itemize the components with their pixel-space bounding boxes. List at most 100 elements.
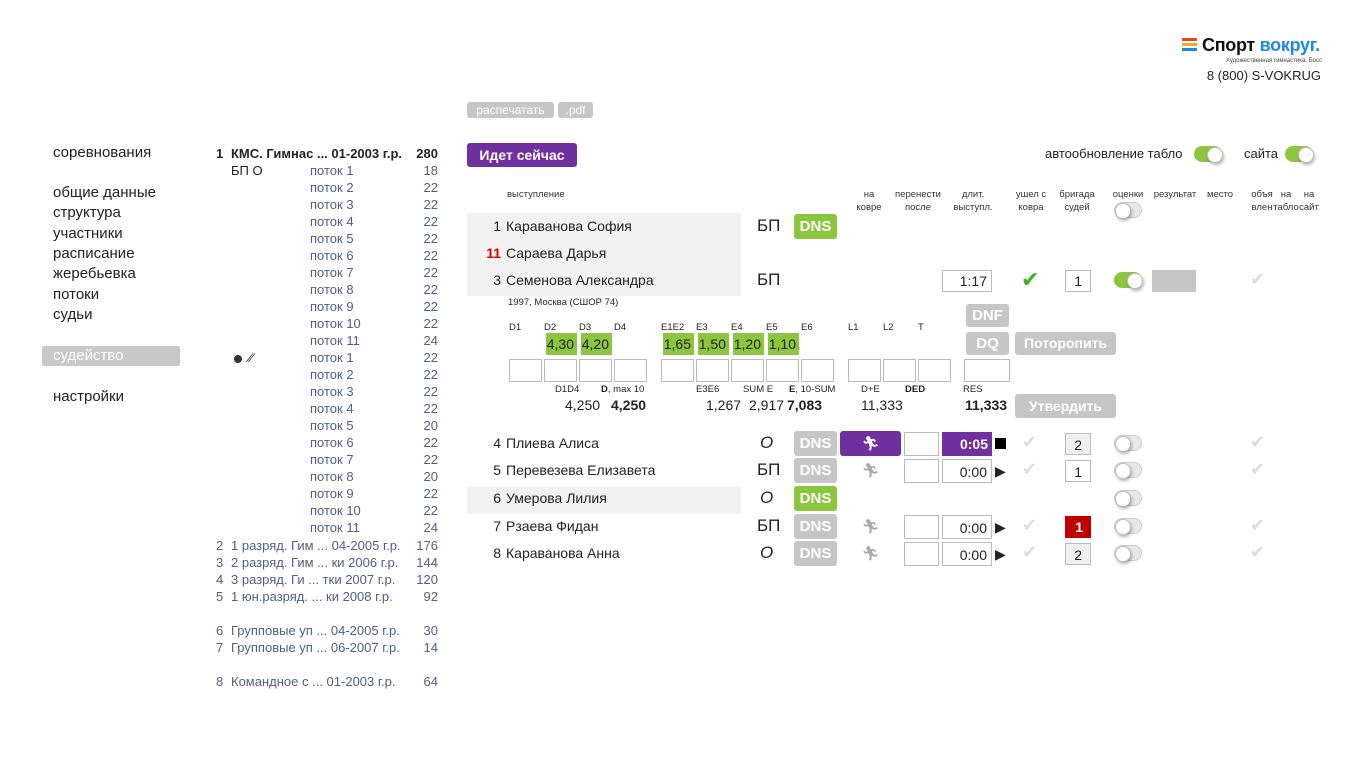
announced-check-icon[interactable]: ✔ (1250, 542, 1266, 562)
on-carpet-runner-icon[interactable]: 🏃︎ (861, 518, 880, 534)
stream-item[interactable]: поток 9 (310, 486, 354, 501)
stream-item[interactable]: поток 8 (310, 282, 354, 297)
scores-toggle[interactable] (1114, 545, 1142, 562)
on-carpet-runner-icon[interactable]: 🏃︎ (840, 431, 901, 456)
print-button[interactable]: распечатать (467, 102, 554, 118)
perf-name[interactable]: Умерова Лилия (506, 490, 607, 506)
stream-item[interactable]: поток 6 (310, 248, 354, 263)
stream-item[interactable]: поток 8 (310, 469, 354, 484)
stream-item[interactable]: поток 5 (310, 418, 354, 433)
nav-item[interactable]: потоки (53, 286, 100, 303)
play-icon[interactable]: ▶ (995, 463, 1006, 479)
move-after-field[interactable] (904, 515, 939, 539)
scores-toggle[interactable] (1114, 518, 1142, 535)
perf-name[interactable]: Семенова Александра (506, 272, 654, 288)
announced-check-icon[interactable]: ✔ (1250, 515, 1266, 535)
stream-item[interactable]: поток 3 (310, 197, 354, 212)
judge-input[interactable] (579, 359, 612, 382)
judge-input[interactable] (918, 359, 951, 382)
left-carpet-check-icon[interactable]: ✔ (1022, 432, 1038, 452)
nav-item[interactable]: структура (53, 204, 121, 221)
stream-item[interactable]: поток 7 (310, 265, 354, 280)
nav-item[interactable]: судьи (53, 306, 93, 323)
stream-item[interactable]: поток 4 (310, 214, 354, 229)
stream-item[interactable]: поток 11 (310, 333, 360, 348)
category-title[interactable]: Групповые уп ... 06-2007 г.р. (231, 640, 400, 655)
scores-toggle[interactable] (1114, 435, 1142, 452)
judge-input[interactable] (661, 359, 694, 382)
stream-item[interactable]: поток 2 (310, 367, 354, 382)
auto-update-toggle[interactable] (1194, 146, 1223, 163)
announced-check-icon[interactable]: ✔ (1250, 459, 1266, 479)
stream-item[interactable]: поток 1 (310, 350, 354, 365)
perf-name[interactable]: Караванова София (506, 218, 632, 234)
duration-field[interactable]: 1:17 (942, 270, 992, 292)
hurry-button[interactable]: Поторопить (1015, 332, 1116, 355)
brigade-field[interactable]: 1 (1065, 460, 1091, 482)
stream-item[interactable]: поток 11 (310, 520, 360, 535)
judge-input[interactable] (544, 359, 577, 382)
brigade-field[interactable]: 2 (1065, 543, 1091, 565)
stream-item[interactable]: поток 10 (310, 316, 361, 331)
scores-toggle[interactable] (1114, 272, 1143, 289)
nav-item[interactable]: настройки (53, 388, 125, 405)
check-green-icon[interactable]: ✔ (1021, 267, 1040, 292)
dns-button[interactable]: DNS (794, 514, 837, 539)
announced-check-icon[interactable]: ✔ (1250, 269, 1266, 289)
category-title[interactable]: 1 юн.разряд. ... ки 2008 г.р. (231, 589, 393, 604)
dns-button[interactable]: DNS (794, 541, 837, 566)
move-after-field[interactable] (904, 459, 939, 483)
nav-item[interactable]: соревнования (53, 144, 152, 161)
play-icon[interactable]: ▶ (995, 546, 1006, 562)
now-playing-badge[interactable]: Идет сейчас (467, 143, 577, 167)
nav-item[interactable]: жеребьевка (53, 265, 136, 282)
stream-item[interactable]: поток 1 (310, 163, 354, 178)
perf-name[interactable]: Перевезева Елизавета (506, 462, 656, 478)
on-carpet-runner-icon[interactable]: 🏃︎ (861, 545, 880, 561)
stream-item[interactable]: поток 7 (310, 452, 354, 467)
judge-input[interactable] (883, 359, 916, 382)
judge-input[interactable] (766, 359, 799, 382)
category-title[interactable]: 1 разряд. Гим ... 04-2005 г.р. (231, 538, 401, 553)
play-icon[interactable]: ▶ (995, 519, 1006, 535)
brigade-field[interactable]: 1 (1065, 270, 1091, 292)
confirm-button[interactable]: Утвердить (1015, 394, 1116, 418)
category-title[interactable]: 2 разряд. Гим ... ки 2006 г.р. (231, 555, 399, 570)
judge-input[interactable] (848, 359, 881, 382)
res-input[interactable] (964, 359, 1010, 382)
announced-check-icon[interactable]: ✔ (1250, 432, 1266, 452)
category-title[interactable]: 3 разряд. Ги ... тки 2007 г.р. (231, 572, 396, 587)
dq-button[interactable]: DQ (966, 332, 1009, 355)
stream-group-title[interactable]: КМС. Гимнас ... 01-2003 г.р. (231, 146, 402, 161)
brigade-field[interactable]: 1 (1065, 516, 1091, 538)
duration-field[interactable]: 0:05 (942, 432, 992, 456)
judge-input[interactable] (801, 359, 834, 382)
judge-input[interactable] (731, 359, 764, 382)
scores-toggle-all[interactable] (1114, 202, 1142, 219)
brigade-field[interactable]: 2 (1065, 433, 1091, 455)
nav-item[interactable]: участники (53, 225, 123, 242)
stream-item[interactable]: поток 5 (310, 231, 354, 246)
move-after-field[interactable] (904, 432, 939, 456)
perf-name[interactable]: Сараева Дарья (506, 245, 607, 261)
on-carpet-runner-icon[interactable]: 🏃︎ (861, 462, 880, 478)
stream-item[interactable]: поток 9 (310, 299, 354, 314)
pdf-button[interactable]: .pdf (558, 102, 593, 118)
dnf-button[interactable]: DNF (966, 304, 1009, 327)
duration-field[interactable]: 0:00 (942, 515, 992, 539)
site-toggle[interactable] (1285, 146, 1314, 163)
left-carpet-check-icon[interactable]: ✔ (1022, 459, 1038, 479)
dns-button[interactable]: DNS (794, 431, 837, 456)
scores-toggle[interactable] (1114, 490, 1142, 507)
stop-icon[interactable] (995, 438, 1006, 449)
perf-name[interactable]: Плиева Алиса (506, 435, 599, 451)
nav-item[interactable]: общие данные (53, 184, 156, 201)
duration-field[interactable]: 0:00 (942, 542, 992, 566)
stream-item[interactable]: поток 4 (310, 401, 354, 416)
perf-name[interactable]: Рзаева Фидан (506, 518, 599, 534)
stream-item[interactable]: поток 6 (310, 435, 354, 450)
judge-input[interactable] (509, 359, 542, 382)
nav-item[interactable]: расписание (53, 245, 135, 262)
dns-button[interactable]: DNS (794, 486, 837, 511)
dns-button[interactable]: DNS (794, 458, 837, 483)
